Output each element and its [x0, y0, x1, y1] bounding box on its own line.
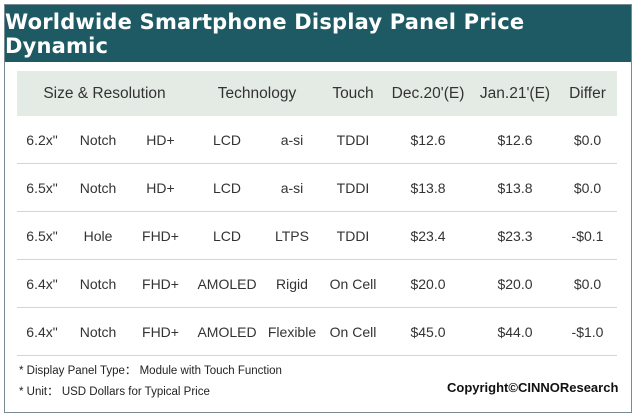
- table-header-row: Size & Resolution Technology Touch Dec.2…: [17, 71, 617, 116]
- cell-size: 6.4x": [26, 323, 58, 340]
- cell-tech: AMOLED: [197, 323, 257, 340]
- cell-screen: Notch: [79, 275, 117, 292]
- cell-jan: $12.6: [497, 131, 533, 148]
- cell-resolution: FHD+: [142, 323, 179, 340]
- table-row: 6.2x" Notch HD+ LCD a-si TDDI $12.6 $12.6 $0.0: [17, 116, 617, 164]
- price-table: Size & Resolution Technology Touch Dec.2…: [17, 71, 617, 356]
- cell-differ: -$0.1: [571, 227, 604, 244]
- cell-tech: LCD: [212, 227, 241, 244]
- cell-jan: $23.3: [497, 227, 533, 244]
- header-size-resolution: Size & Resolution: [43, 84, 166, 102]
- cell-dec: $13.8: [410, 179, 446, 196]
- header-technology: Technology: [217, 84, 297, 102]
- cell-tech: AMOLED: [197, 275, 257, 292]
- table-row: 6.5x" Notch HD+ LCD a-si TDDI $13.8 $13.8 $0.0: [17, 164, 617, 212]
- cell-dec: $45.0: [410, 323, 446, 340]
- cell-screen: Notch: [79, 131, 117, 148]
- cell-subtype: Rigid: [276, 275, 308, 292]
- cell-subtype: a-si: [280, 131, 304, 148]
- table-row: 6.5x" Hole FHD+ LCD LTPS TDDI $23.4 $23.3 -$0.1: [17, 212, 617, 260]
- header-jan: Jan.21'(E): [479, 84, 551, 102]
- table-body: 6.2x" Notch HD+ LCD a-si TDDI $12.6 $12.6 $0.0 6.…: [17, 116, 617, 356]
- cell-screen: Hole: [83, 227, 113, 244]
- cell-touch: TDDI: [336, 131, 370, 148]
- cell-tech: LCD: [212, 131, 241, 148]
- header-differ: Differ: [569, 84, 606, 102]
- chart-title: Worldwide Smartphone Display Panel Price…: [5, 9, 525, 58]
- table-row: 6.4x" Notch FHD+ AMOLED Flexible On Cell $45.0…: [17, 308, 617, 356]
- cell-resolution: FHD+: [142, 275, 179, 292]
- cell-dec: $23.4: [410, 227, 446, 244]
- footnote-unit: * Unit： USD Dollars for Typical Price: [19, 386, 210, 398]
- cell-differ: -$1.0: [571, 323, 604, 340]
- cell-size: 6.2x": [26, 131, 58, 148]
- cell-touch: TDDI: [336, 179, 370, 196]
- cell-jan: $13.8: [497, 179, 533, 196]
- panel-price-card: Worldwide Smartphone Display Panel Price…: [4, 4, 632, 413]
- footnote-panel-type: * Display Panel Type： Module with Touch …: [19, 365, 282, 377]
- cell-differ: $0.0: [573, 179, 602, 196]
- cell-resolution: FHD+: [142, 227, 179, 244]
- cell-jan: $44.0: [497, 323, 533, 340]
- cell-jan: $20.0: [497, 275, 533, 292]
- cell-screen: Notch: [79, 179, 117, 196]
- cell-touch: On Cell: [329, 323, 377, 340]
- cell-differ: $0.0: [573, 131, 602, 148]
- cell-touch: On Cell: [329, 275, 377, 292]
- cell-screen: Notch: [79, 323, 117, 340]
- cell-resolution: HD+: [146, 179, 175, 196]
- cell-size: 6.4x": [26, 275, 58, 292]
- cell-resolution: HD+: [146, 131, 175, 148]
- cell-subtype: a-si: [280, 179, 304, 196]
- cell-size: 6.5x": [26, 227, 58, 244]
- cell-touch: TDDI: [336, 227, 370, 244]
- cell-subtype: Flexible: [267, 323, 317, 340]
- copyright-label: Copyright©CINNOResearch: [447, 380, 619, 395]
- cell-differ: $0.0: [573, 275, 602, 292]
- cell-dec: $20.0: [410, 275, 446, 292]
- cell-tech: LCD: [212, 179, 241, 196]
- cell-dec: $12.6: [410, 131, 446, 148]
- cell-size: 6.5x": [26, 179, 58, 196]
- footnotes: * Display Panel Type： Module with Touch …: [19, 361, 282, 403]
- header-touch: Touch: [332, 84, 374, 102]
- header-dec: Dec.20'(E): [391, 84, 465, 102]
- cell-subtype: LTPS: [275, 227, 309, 244]
- table-row: 6.4x" Notch FHD+ AMOLED Rigid On Cell $20.0 $20…: [17, 260, 617, 308]
- title-bar: Worldwide Smartphone Display Panel Price…: [5, 5, 631, 62]
